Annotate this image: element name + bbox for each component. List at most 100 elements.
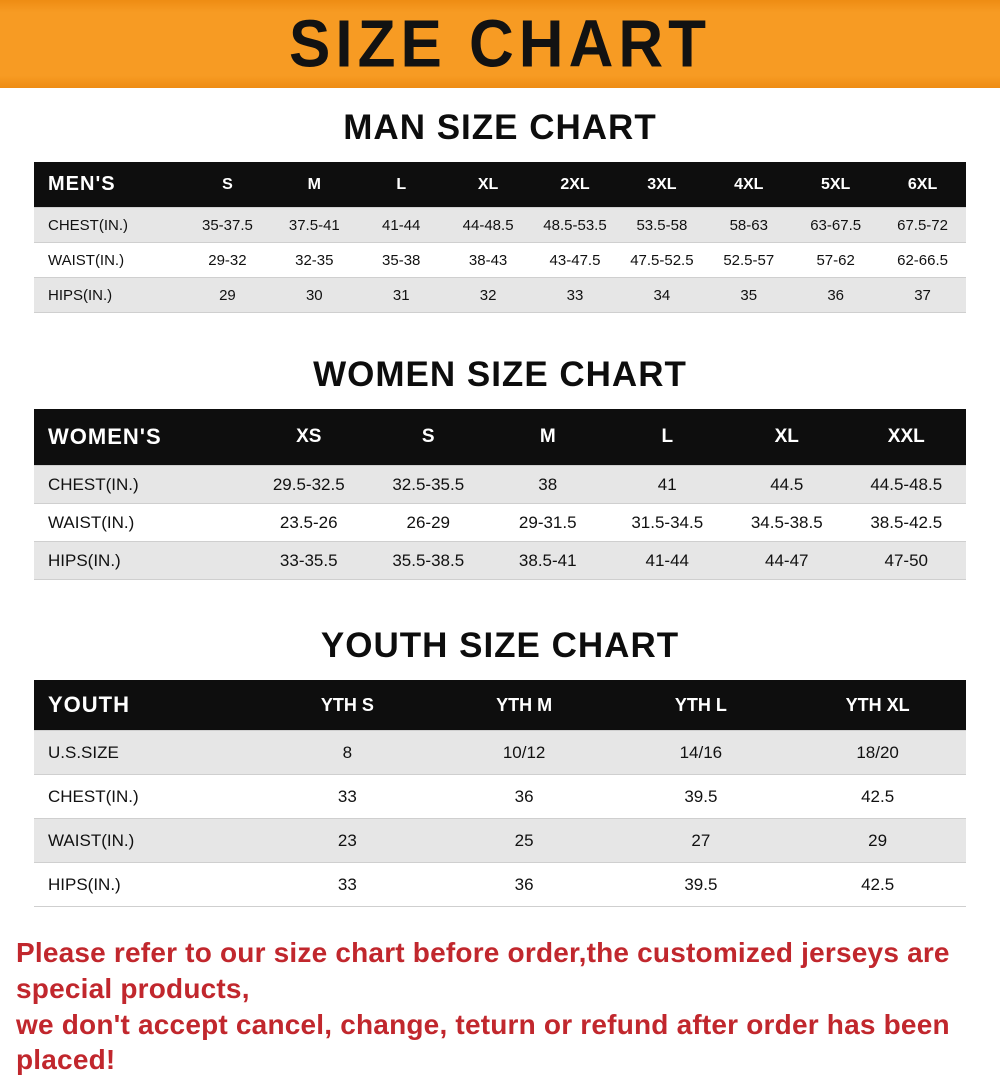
page-title: SIZE CHART (289, 6, 711, 82)
row-label: WAIST(IN.) (48, 251, 125, 269)
table-cell: 39.5 (684, 786, 718, 806)
banner: SIZE CHART (0, 0, 1000, 88)
row-label: WAIST(IN.) (48, 512, 135, 532)
row-label: CHEST(IN.) (48, 216, 128, 234)
table-cell: 29-32 (208, 251, 247, 269)
youth-section-heading: YOUTH SIZE CHART (320, 626, 680, 665)
table-row: CHEST(IN.) 35-37.5 37.5-41 41-44 44-48.5 48.5… (34, 207, 966, 242)
table-cell: 26-29 (406, 512, 450, 532)
row-label: HIPS(IN.) (48, 874, 121, 894)
column-header: XXL (887, 426, 925, 447)
table-header-row: MEN'S S M L XL 2XL 3XL 4XL 5XL 6XL (34, 162, 966, 207)
row-label: HIPS(IN.) (48, 286, 113, 304)
table-row: CHEST(IN.) 33 36 39.5 42.5 (34, 774, 966, 818)
table-header-label: YOUTH (48, 692, 130, 717)
column-header: L (661, 426, 674, 447)
column-header: 3XL (647, 175, 677, 193)
table-header-row: WOMEN'S XS S M L XL XXL (34, 409, 966, 465)
column-header: L (396, 175, 407, 193)
table-cell: 33 (337, 874, 357, 894)
row-label: U.S.SIZE (48, 742, 119, 762)
table-cell: 44.5-48.5 (870, 474, 943, 494)
women-section-heading: WOMEN SIZE CHART (313, 355, 687, 394)
table-cell: 33-35.5 (279, 550, 338, 570)
table-row: HIPS(IN.) 29 30 31 32 33 34 35 36 37 (34, 277, 966, 312)
table-cell: 47.5-52.5 (630, 251, 694, 269)
column-header: M (307, 175, 321, 193)
table-cell: 62-66.5 (897, 251, 948, 269)
women-size-table: WOMEN'S XS S M L XL XXL CHEST(IN.) 29.5-32.5 32.5… (34, 409, 966, 580)
man-section-heading: MAN SIZE CHART (343, 108, 657, 147)
table-row: WAIST(IN.) 23 25 27 29 (34, 818, 966, 862)
table-cell: 63-67.5 (810, 216, 862, 234)
table-cell: 44-48.5 (462, 216, 514, 234)
table-cell: 42.5 (861, 786, 895, 806)
table-cell: 35-37.5 (202, 216, 253, 234)
table-cell: 48.5-53.5 (543, 216, 607, 234)
table-row: WAIST(IN.) 23.5-26 26-29 29-31.5 31.5-34.5 34… (34, 503, 966, 541)
table-row: U.S.SIZE 8 10/12 14/16 18/20 (34, 730, 966, 774)
table-cell: 38.5-41 (518, 550, 577, 570)
column-header: XS (296, 426, 322, 447)
table-cell: 29 (219, 286, 236, 304)
table-cell: 44-47 (765, 550, 809, 570)
column-header: S (421, 426, 435, 447)
column-header: YTH L (674, 694, 727, 715)
table-cell: 25 (514, 830, 534, 850)
row-label: HIPS(IN.) (48, 550, 121, 570)
table-cell: 31.5-34.5 (631, 512, 704, 532)
table-cell: 41 (657, 474, 677, 494)
column-header: M (539, 426, 556, 447)
table-cell: 37 (914, 286, 931, 304)
column-header: YTH S (320, 694, 374, 715)
footer-note: Please refer to our size chart before or… (0, 935, 1000, 1078)
table-cell: 41-44 (382, 216, 421, 234)
column-header: 6XL (907, 175, 938, 193)
table-cell: 33 (337, 786, 357, 806)
table-cell: 36 (514, 786, 534, 806)
women-size-section: WOMEN SIZE CHART WOMEN'S XS S M L XL XXL CHEST(… (0, 355, 1000, 580)
table-cell: 36 (514, 874, 534, 894)
table-cell: 41-44 (645, 550, 689, 570)
table-cell: 32.5-35.5 (392, 474, 465, 494)
table-cell: 8 (342, 742, 353, 762)
table-cell: 18/20 (856, 742, 899, 762)
footer-note-line-1: Please refer to our size chart before or… (16, 937, 950, 1004)
table-cell: 67.5-72 (897, 216, 948, 234)
table-cell: 52.5-57 (723, 251, 775, 269)
table-cell: 23 (337, 830, 357, 850)
table-cell: 35.5-38.5 (392, 550, 465, 570)
column-header: YTH XL (845, 694, 910, 715)
table-row: HIPS(IN.) 33-35.5 35.5-38.5 38.5-41 41-44 44-… (34, 541, 966, 579)
column-header: 5XL (820, 175, 851, 193)
table-cell: 47-50 (884, 550, 928, 570)
table-cell: 29 (868, 830, 888, 850)
footer-note-line-2: we don't accept cancel, change, teturn o… (16, 1008, 950, 1076)
table-header-label: WOMEN'S (48, 424, 162, 449)
table-header-label: MEN'S (48, 173, 116, 195)
column-header: XL (477, 175, 499, 193)
table-cell: 14/16 (679, 742, 723, 762)
table-cell: 31 (392, 286, 410, 304)
table-cell: 34.5-38.5 (750, 512, 823, 532)
table-header-row: YOUTH YTH S YTH M YTH L YTH XL (34, 680, 966, 730)
table-cell: 30 (305, 286, 323, 304)
column-header: 2XL (560, 175, 590, 193)
table-cell: 43-47.5 (549, 251, 601, 269)
table-row: WAIST(IN.) 29-32 32-35 35-38 38-43 43-47.5 47.… (34, 242, 966, 277)
table-cell: 33 (566, 286, 584, 304)
table-cell: 57-62 (816, 251, 855, 269)
table-cell: 58-63 (729, 216, 768, 234)
table-cell: 39.5 (684, 874, 718, 894)
table-cell: 10/12 (502, 742, 546, 762)
column-header: XL (774, 426, 799, 447)
column-header: YTH M (496, 694, 553, 715)
table-cell: 38.5-42.5 (870, 512, 943, 532)
row-label: WAIST(IN.) (48, 830, 135, 850)
table-cell: 29.5-32.5 (272, 474, 345, 494)
table-cell: 36 (827, 286, 844, 304)
row-label: CHEST(IN.) (48, 474, 139, 494)
table-cell: 53.5-58 (636, 216, 688, 234)
table-cell: 44.5 (770, 474, 804, 494)
